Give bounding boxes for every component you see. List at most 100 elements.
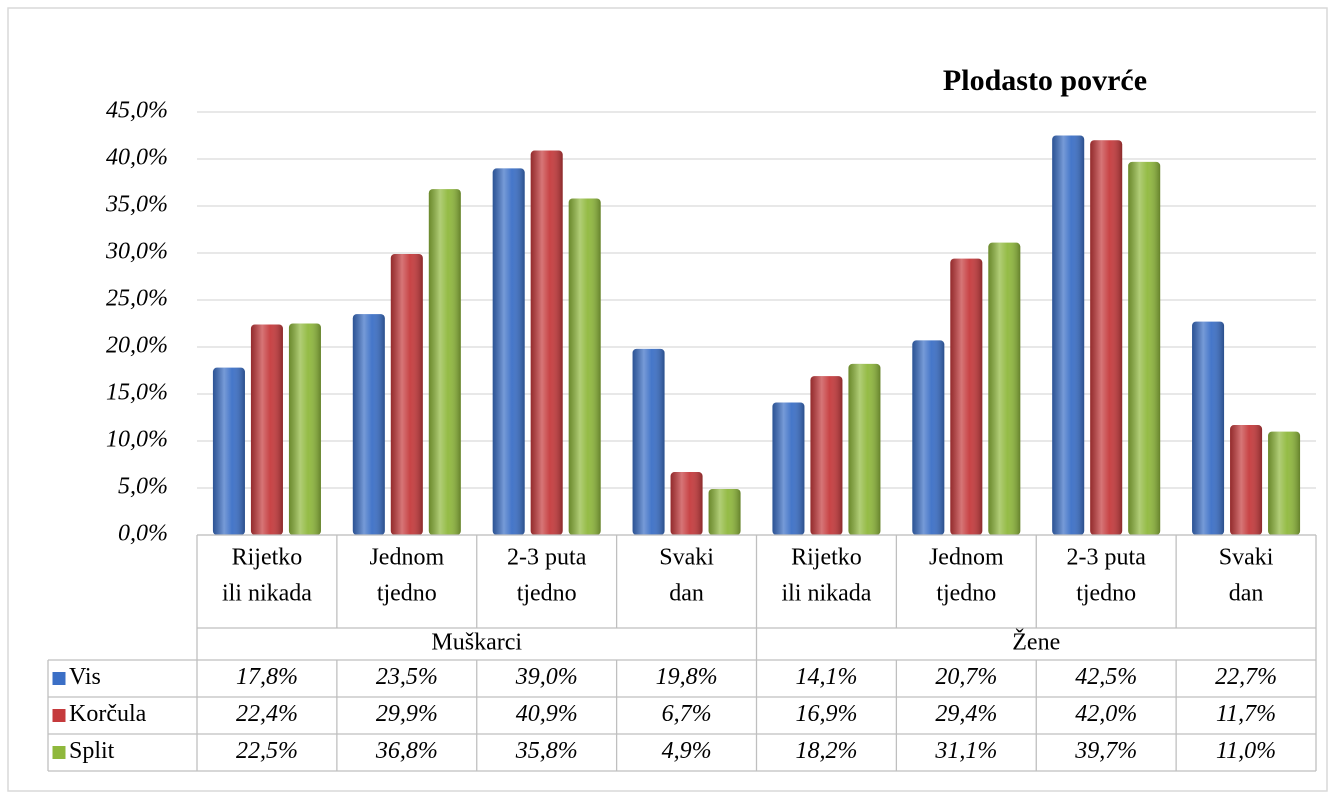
bar-shade	[670, 472, 703, 535]
bar-shade	[530, 150, 563, 536]
x-tick-label: Svaki	[1219, 545, 1274, 571]
table-value: 18,2%	[795, 738, 857, 764]
table-value: 42,0%	[1075, 701, 1137, 727]
bar-shade	[428, 189, 461, 535]
bar-group	[632, 348, 665, 535]
bar-group	[988, 242, 1021, 535]
bar-shade	[810, 376, 843, 535]
table-value: 14,1%	[795, 664, 857, 690]
bar-group	[1052, 135, 1085, 535]
bar-group	[670, 472, 703, 535]
table-value: 42,5%	[1075, 664, 1137, 690]
x-tick-label: tjedno	[1076, 581, 1136, 607]
x-tick-label: dan	[669, 581, 704, 607]
bar-shade	[912, 340, 945, 535]
y-tick-label: 10,0%	[106, 427, 168, 453]
bar-group	[1268, 431, 1301, 535]
y-tick-label: 20,0%	[106, 333, 168, 359]
legend-label: Korčula	[69, 701, 147, 727]
x-tick-label: Rijetko	[791, 545, 862, 571]
y-tick-label: 25,0%	[106, 286, 168, 312]
bar-group	[288, 323, 321, 535]
bar-group	[390, 253, 423, 535]
bar-shade	[568, 198, 601, 536]
bar-shade	[250, 324, 283, 535]
bar-group	[1230, 425, 1263, 535]
bar-group	[772, 402, 805, 535]
bar-group	[848, 363, 881, 535]
bar-group	[212, 367, 245, 535]
table-value: 11,7%	[1216, 701, 1276, 727]
bar-group	[912, 340, 945, 535]
y-tick-label: 45,0%	[106, 98, 168, 124]
bar-shade	[390, 253, 423, 535]
y-tick-label: 15,0%	[106, 380, 168, 406]
bar-shade	[1052, 135, 1085, 535]
x-tick-label: Svaki	[659, 545, 714, 571]
bar-group	[950, 258, 983, 535]
bar-group	[810, 376, 843, 535]
table-value: 20,7%	[935, 664, 997, 690]
bar-shade	[1128, 161, 1161, 535]
table-value: 29,4%	[935, 701, 997, 727]
table-value: 39,7%	[1074, 738, 1137, 764]
group-label: Žene	[1012, 630, 1060, 656]
bar-group	[428, 189, 461, 535]
table-value: 23,5%	[376, 664, 438, 690]
table-value: 22,5%	[236, 738, 298, 764]
y-tick-label: 35,0%	[105, 192, 168, 218]
bar-shade	[708, 488, 741, 535]
x-tick-label: ili nikada	[781, 581, 871, 607]
bar-shade	[1090, 140, 1123, 535]
bar-group	[708, 488, 741, 535]
y-tick-label: 40,0%	[106, 145, 168, 171]
table-value: 22,7%	[1215, 664, 1277, 690]
bar-group	[492, 168, 525, 535]
bar-group	[250, 324, 283, 535]
bar-shade	[632, 348, 665, 535]
legend-label: Vis	[69, 664, 101, 690]
table-value: 40,9%	[516, 701, 578, 727]
bar-shade	[772, 402, 805, 535]
x-tick-label: Jednom	[369, 545, 444, 571]
bar-shade	[1230, 425, 1263, 535]
bar-shade	[848, 363, 881, 535]
x-tick-label: tjedno	[377, 581, 437, 607]
bar-shade	[1268, 431, 1301, 535]
table-value: 39,0%	[515, 664, 578, 690]
bar-shade	[492, 168, 525, 535]
x-tick-label: dan	[1229, 581, 1264, 607]
x-tick-label: tjedno	[517, 581, 577, 607]
table-value: 31,1%	[934, 738, 997, 764]
bar-group	[1192, 321, 1225, 535]
table-value: 35,8%	[515, 738, 578, 764]
bar-group	[568, 198, 601, 536]
table-value: 16,9%	[795, 701, 857, 727]
x-tick-label: 2-3 puta	[1067, 545, 1147, 571]
y-tick-label: 5,0%	[118, 474, 168, 500]
table-value: 11,0%	[1216, 738, 1276, 764]
legend-label: Split	[69, 738, 115, 764]
bar-group	[352, 314, 385, 535]
table-value: 17,8%	[236, 664, 298, 690]
legend-key	[51, 671, 67, 686]
table-value: 36,8%	[375, 738, 438, 764]
y-tick-label: 0,0%	[118, 521, 168, 547]
y-tick-label: 30,0%	[105, 239, 168, 265]
bar-shade	[288, 323, 321, 535]
group-label: Muškarci	[431, 630, 522, 656]
bar-group	[1090, 140, 1123, 535]
x-tick-label: Jednom	[929, 545, 1004, 571]
bar-shade	[352, 314, 385, 535]
x-tick-label: ili nikada	[222, 581, 312, 607]
bar-shade	[950, 258, 983, 535]
bar-shade	[1192, 321, 1225, 535]
x-tick-label: 2-3 puta	[507, 545, 587, 571]
bar-group	[530, 150, 563, 536]
x-tick-label: Rijetko	[232, 545, 303, 571]
chart-title: Plodasto povrće	[943, 64, 1147, 97]
table-value: 22,4%	[236, 701, 298, 727]
bar-shade	[988, 242, 1021, 535]
table-value: 6,7%	[662, 701, 712, 727]
